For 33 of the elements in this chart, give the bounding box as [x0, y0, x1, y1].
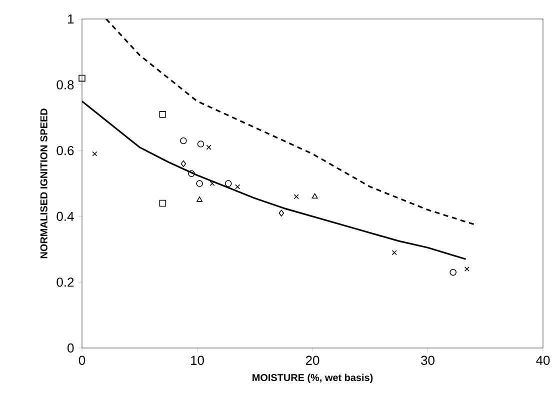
x-tick-label: 40 [536, 356, 550, 365]
x-tick-label: 10 [191, 356, 204, 365]
y-axis-title: NORMALISED IGNITION SPEED [40, 108, 48, 258]
point [188, 170, 195, 178]
point [206, 144, 212, 150]
point [312, 193, 318, 199]
point [278, 210, 284, 216]
point [464, 266, 470, 272]
x-tick-label: 20 [306, 356, 320, 365]
point [294, 194, 299, 200]
point [210, 180, 215, 186]
y-tick-label: 0.4 [56, 212, 74, 221]
point [159, 200, 166, 207]
point [196, 196, 203, 202]
point [159, 111, 166, 118]
y-tick-label: 1 [68, 14, 74, 24]
y-tick-label: 0.6 [56, 146, 74, 156]
y-tick-label: 0.8 [56, 80, 74, 90]
point [92, 151, 98, 156]
point [78, 74, 86, 82]
x-tick-label: 30 [421, 356, 434, 365]
x-axis-title: MOISTURE (%, wet basis) [252, 374, 373, 384]
point [180, 137, 187, 144]
y-tick-label: 0 [68, 343, 74, 353]
point [180, 160, 186, 168]
x-tick-label: 0 [78, 356, 86, 365]
point [392, 250, 397, 256]
point [224, 180, 232, 187]
point [197, 140, 204, 148]
point [450, 268, 456, 276]
point [235, 184, 240, 190]
point [196, 180, 203, 187]
y-tick-label: 0.2 [56, 278, 74, 287]
